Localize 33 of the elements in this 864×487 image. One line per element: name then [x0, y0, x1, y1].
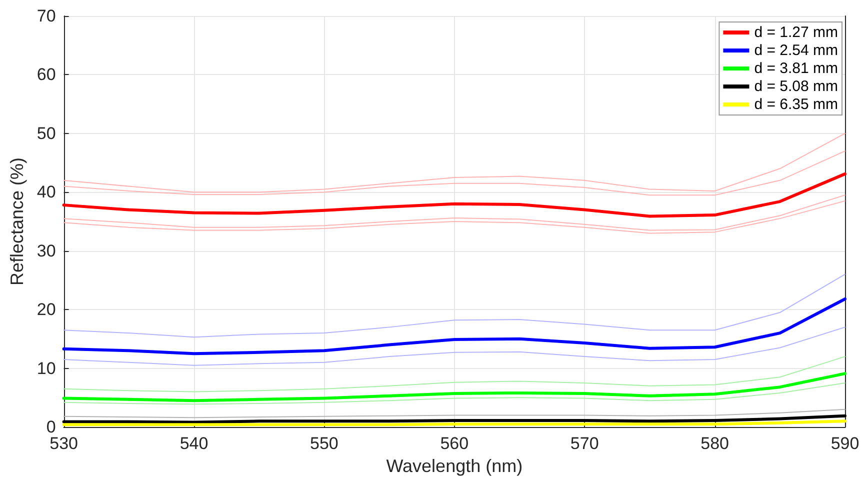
x-tick-label: 590 [830, 434, 860, 453]
line-series [63, 326, 846, 366]
legend-label: d = 3.81 mm [754, 60, 838, 77]
line-series [63, 408, 846, 418]
line-series [63, 274, 846, 338]
y-tick-label: 30 [36, 241, 56, 260]
y-tick-label: 0 [46, 418, 56, 436]
y-tick-label: 70 [36, 6, 56, 26]
legend-label: d = 6.35 mm [754, 96, 838, 113]
line-series [62, 172, 846, 218]
x-tick-label: 570 [570, 434, 599, 453]
legend-label: d = 1.27 mm [754, 24, 838, 41]
x-tick-label: 540 [180, 434, 208, 453]
line-series [62, 298, 846, 356]
x-tick-label: 530 [50, 434, 78, 453]
y-tick-label: 50 [36, 124, 56, 143]
line-series [63, 132, 846, 193]
line-series [63, 194, 846, 231]
line-series [62, 372, 846, 402]
x-tick-label: 550 [310, 434, 338, 453]
x-axis-title: Wavelength (nm) [386, 456, 523, 476]
legend-label: d = 5.08 mm [754, 78, 838, 95]
y-tick-label: 20 [36, 300, 56, 320]
y-tick-label: 40 [36, 182, 56, 202]
y-axis-title: Reflectance (%) [7, 157, 27, 286]
legend-label: d = 2.54 mm [754, 42, 838, 59]
line-series [62, 414, 846, 424]
y-tick-label: 60 [36, 65, 56, 84]
line-series [63, 356, 846, 392]
x-tick-label: 580 [700, 434, 729, 453]
x-tick-label: 560 [440, 434, 469, 453]
line-series [63, 382, 846, 405]
y-tick-label: 10 [36, 358, 56, 378]
